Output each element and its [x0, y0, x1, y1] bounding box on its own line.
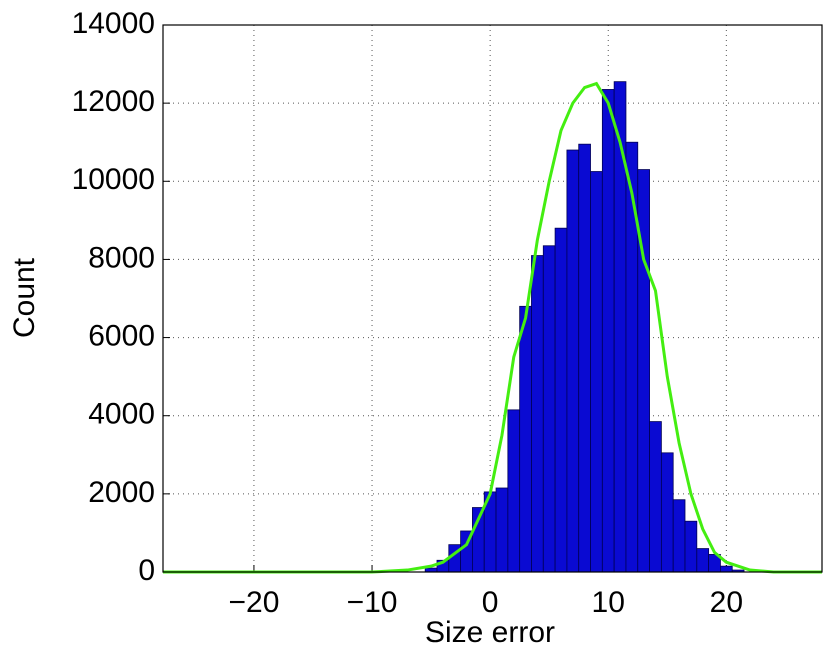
fit-line	[163, 81, 822, 574]
plot-background	[163, 25, 822, 572]
y-axis-label: Count	[8, 257, 41, 338]
bar	[554, 227, 568, 573]
x-tick-label: 10	[592, 586, 625, 619]
bar	[720, 565, 733, 573]
bar	[660, 452, 674, 573]
bar	[507, 409, 521, 573]
y-tick-label: 2000	[88, 476, 155, 509]
bar	[495, 487, 509, 573]
x-tick-label: 20	[710, 586, 743, 619]
x-tick-label: 0	[482, 586, 499, 619]
bar	[649, 421, 662, 573]
bar	[566, 149, 580, 573]
y-tick-label: 0	[138, 554, 155, 587]
x-tick-label: −20	[228, 586, 279, 619]
bar	[684, 520, 698, 573]
y-tick-label: 6000	[88, 319, 155, 352]
x-axis-label: Size error	[425, 616, 555, 649]
bar	[519, 305, 532, 573]
y-tick-label: 8000	[88, 241, 155, 274]
bar	[696, 548, 710, 573]
y-tick-label: 14000	[72, 7, 155, 40]
bar	[625, 141, 639, 573]
bar	[578, 143, 591, 573]
bar	[590, 171, 603, 573]
y-tick-label: 4000	[88, 398, 155, 431]
bar	[601, 89, 615, 573]
y-tick-label: 10000	[72, 163, 155, 196]
bar	[531, 255, 544, 573]
x-tick-label: −10	[347, 586, 398, 619]
plot-frame	[162, 24, 823, 573]
bar	[672, 499, 686, 573]
bar	[542, 245, 556, 573]
y-tick-label: 12000	[72, 85, 155, 118]
